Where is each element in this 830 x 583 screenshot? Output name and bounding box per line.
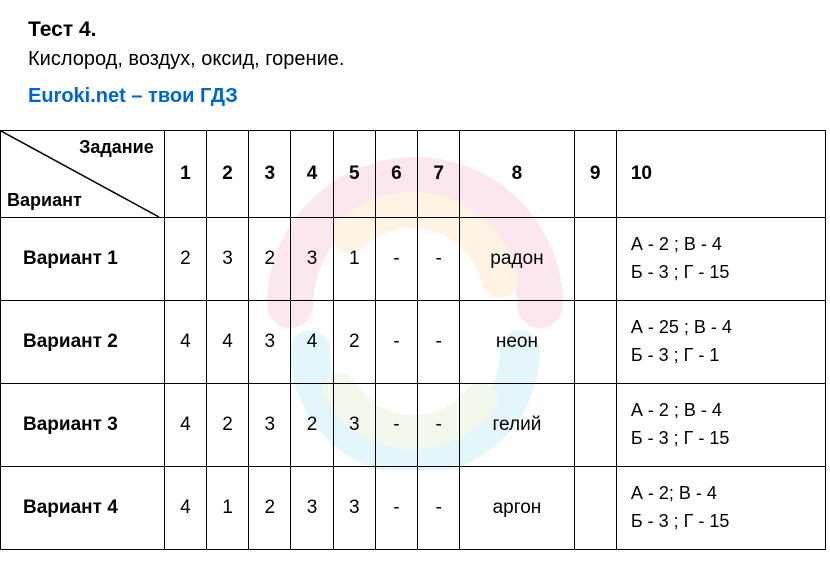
answer-cell: А - 25 ; В - 4Б - 3 ; Г - 1: [616, 301, 825, 384]
col-header: 1: [164, 131, 206, 218]
answer-cell: 2: [249, 218, 291, 301]
col-header: 4: [291, 131, 333, 218]
table-row: Вариант 342323--гелийА - 2 ; В - 4Б - 3 …: [1, 384, 826, 467]
answer-cell: гелий: [460, 384, 574, 467]
answer-cell: 3: [249, 384, 291, 467]
table-header-row: Задание Вариант 1 2 3 4 5 6 7 8 9 10: [1, 131, 826, 218]
answer-cell: 4: [206, 301, 248, 384]
answer-cell: радон: [460, 218, 574, 301]
answers-table: Задание Вариант 1 2 3 4 5 6 7 8 9 10 Вар…: [0, 130, 826, 550]
header-diagonal-cell: Задание Вариант: [1, 131, 165, 218]
link-separator: –: [126, 85, 148, 107]
answer-cell: аргон: [460, 467, 574, 550]
answer-cell: 2: [206, 384, 248, 467]
answer-cell: 3: [333, 384, 375, 467]
answer-cell: -: [375, 467, 417, 550]
col-header: 10: [616, 131, 825, 218]
row-variant-label: Вариант 3: [1, 384, 165, 467]
col-header: 6: [375, 131, 417, 218]
answer-cell: -: [418, 467, 460, 550]
answer-cell: неон: [460, 301, 574, 384]
source-link-line: Euroki.net – твои ГДЗ: [28, 85, 830, 108]
col-header: 8: [460, 131, 574, 218]
answer-cell: 1: [206, 467, 248, 550]
answer-cell: -: [375, 384, 417, 467]
answer-cell: 4: [164, 384, 206, 467]
row-variant-label: Вариант 4: [1, 467, 165, 550]
row-variant-label: Вариант 1: [1, 218, 165, 301]
answer-cell: 1: [333, 218, 375, 301]
answer-cell: 3: [249, 301, 291, 384]
answer-cell: -: [375, 301, 417, 384]
answer-cell: [574, 384, 616, 467]
answer-cell: 2: [249, 467, 291, 550]
answer-cell: 4: [291, 301, 333, 384]
col-header: 3: [249, 131, 291, 218]
table-row: Вариант 123231--радонА - 2 ; В - 4Б - 3 …: [1, 218, 826, 301]
answer-cell: [574, 218, 616, 301]
test-subtitle: Кислород, воздух, оксид, горение.: [28, 48, 830, 71]
diagonal-line-icon: [1, 131, 164, 217]
col-header: 5: [333, 131, 375, 218]
col-header: 7: [418, 131, 460, 218]
col-header: 9: [574, 131, 616, 218]
answer-cell: [574, 301, 616, 384]
answer-cell: А - 2 ; В - 4Б - 3 ; Г - 15: [616, 384, 825, 467]
link-tagline: твои ГДЗ: [148, 85, 238, 107]
table-row: Вариант 441233--аргонА - 2; В - 4Б - 3 ;…: [1, 467, 826, 550]
answer-cell: А - 2; В - 4Б - 3 ; Г - 15: [616, 467, 825, 550]
answer-cell: 2: [333, 301, 375, 384]
col-header: 2: [206, 131, 248, 218]
answer-cell: -: [418, 218, 460, 301]
answer-cell: 4: [164, 301, 206, 384]
answer-cell: 3: [291, 218, 333, 301]
table-row: Вариант 244342--неонА - 25 ; В - 4Б - 3 …: [1, 301, 826, 384]
answer-cell: 3: [333, 467, 375, 550]
answer-cell: 3: [206, 218, 248, 301]
answer-cell: 2: [291, 384, 333, 467]
answer-cell: -: [418, 301, 460, 384]
answer-cell: [574, 467, 616, 550]
answer-cell: -: [418, 384, 460, 467]
answer-cell: 2: [164, 218, 206, 301]
answer-cell: -: [375, 218, 417, 301]
row-variant-label: Вариант 2: [1, 301, 165, 384]
link-site[interactable]: Euroki.net: [28, 85, 126, 107]
answer-cell: 3: [291, 467, 333, 550]
test-title: Тест 4.: [28, 18, 830, 42]
answer-cell: 4: [164, 467, 206, 550]
answer-cell: А - 2 ; В - 4Б - 3 ; Г - 15: [616, 218, 825, 301]
